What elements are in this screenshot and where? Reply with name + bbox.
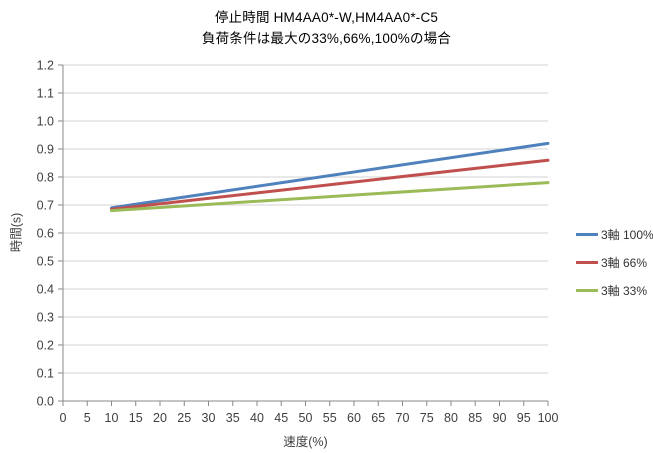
series-line-0: [110, 141, 550, 210]
y-axis-title: 時間(s): [9, 212, 24, 253]
x-tick-label: 100: [538, 411, 559, 425]
y-tick-label: 0.1: [37, 367, 54, 381]
y-tick-label: 0.5: [37, 255, 54, 269]
y-tick-label: 0.6: [37, 227, 54, 241]
legend-line-marker: [576, 260, 598, 264]
x-tick-label: 5: [84, 411, 91, 425]
legend: 3軸 100% 3軸 66% 3軸 33%: [576, 220, 653, 304]
x-tick-label: 45: [274, 411, 288, 425]
x-tick-label: 0: [60, 411, 67, 425]
series-line-2: [110, 181, 550, 213]
x-tick-label: 90: [493, 411, 507, 425]
x-tick-label: 80: [444, 411, 458, 425]
legend-line-marker: [576, 288, 598, 292]
legend-item: 3軸 100%: [576, 220, 653, 248]
y-tick-label: 0.7: [37, 199, 54, 213]
x-tick-label: 15: [129, 411, 143, 425]
legend-item: 3軸 66%: [576, 248, 653, 276]
x-tick-label: 30: [202, 411, 216, 425]
x-tick-label: 65: [371, 411, 385, 425]
series-line-1: [110, 158, 550, 211]
y-tick-label: 1.0: [37, 115, 54, 129]
legend-label: 3軸 66%: [601, 255, 648, 270]
x-tick-label: 50: [299, 411, 313, 425]
y-tick-label: 1.1: [37, 87, 54, 101]
x-tick-label: 20: [153, 411, 167, 425]
x-tick-label: 25: [177, 411, 191, 425]
x-tick-label: 35: [226, 411, 240, 425]
x-tick-label: 10: [105, 411, 119, 425]
x-tick-label: 55: [323, 411, 337, 425]
y-tick-label: 0.4: [37, 283, 54, 297]
chart-subtitle: 負荷条件は最大の33%,66%,100%の場合: [201, 31, 452, 46]
chart-title: 停止時間 HM4AA0*-W,HM4AA0*-C5: [214, 10, 439, 25]
y-tick-label: 0.8: [37, 171, 54, 185]
legend-label: 3軸 33%: [601, 283, 648, 298]
legend-label: 3軸 100%: [601, 227, 653, 242]
x-tick-label: 70: [396, 411, 410, 425]
x-tick-label: 40: [250, 411, 264, 425]
legend-line-marker: [576, 232, 598, 236]
x-tick-label: 75: [420, 411, 434, 425]
y-tick-label: 1.2: [37, 59, 54, 73]
x-tick-label: 60: [347, 411, 361, 425]
legend-item: 3軸 33%: [576, 276, 653, 304]
x-tick-label: 85: [468, 411, 482, 425]
y-tick-label: 0.3: [37, 311, 54, 325]
x-tick-label: 95: [517, 411, 531, 425]
x-axis-title: 速度(%): [283, 435, 328, 449]
y-tick-label: 0.2: [37, 339, 54, 353]
y-tick-label: 0.9: [37, 143, 54, 157]
y-tick-label: 0.0: [37, 395, 54, 409]
